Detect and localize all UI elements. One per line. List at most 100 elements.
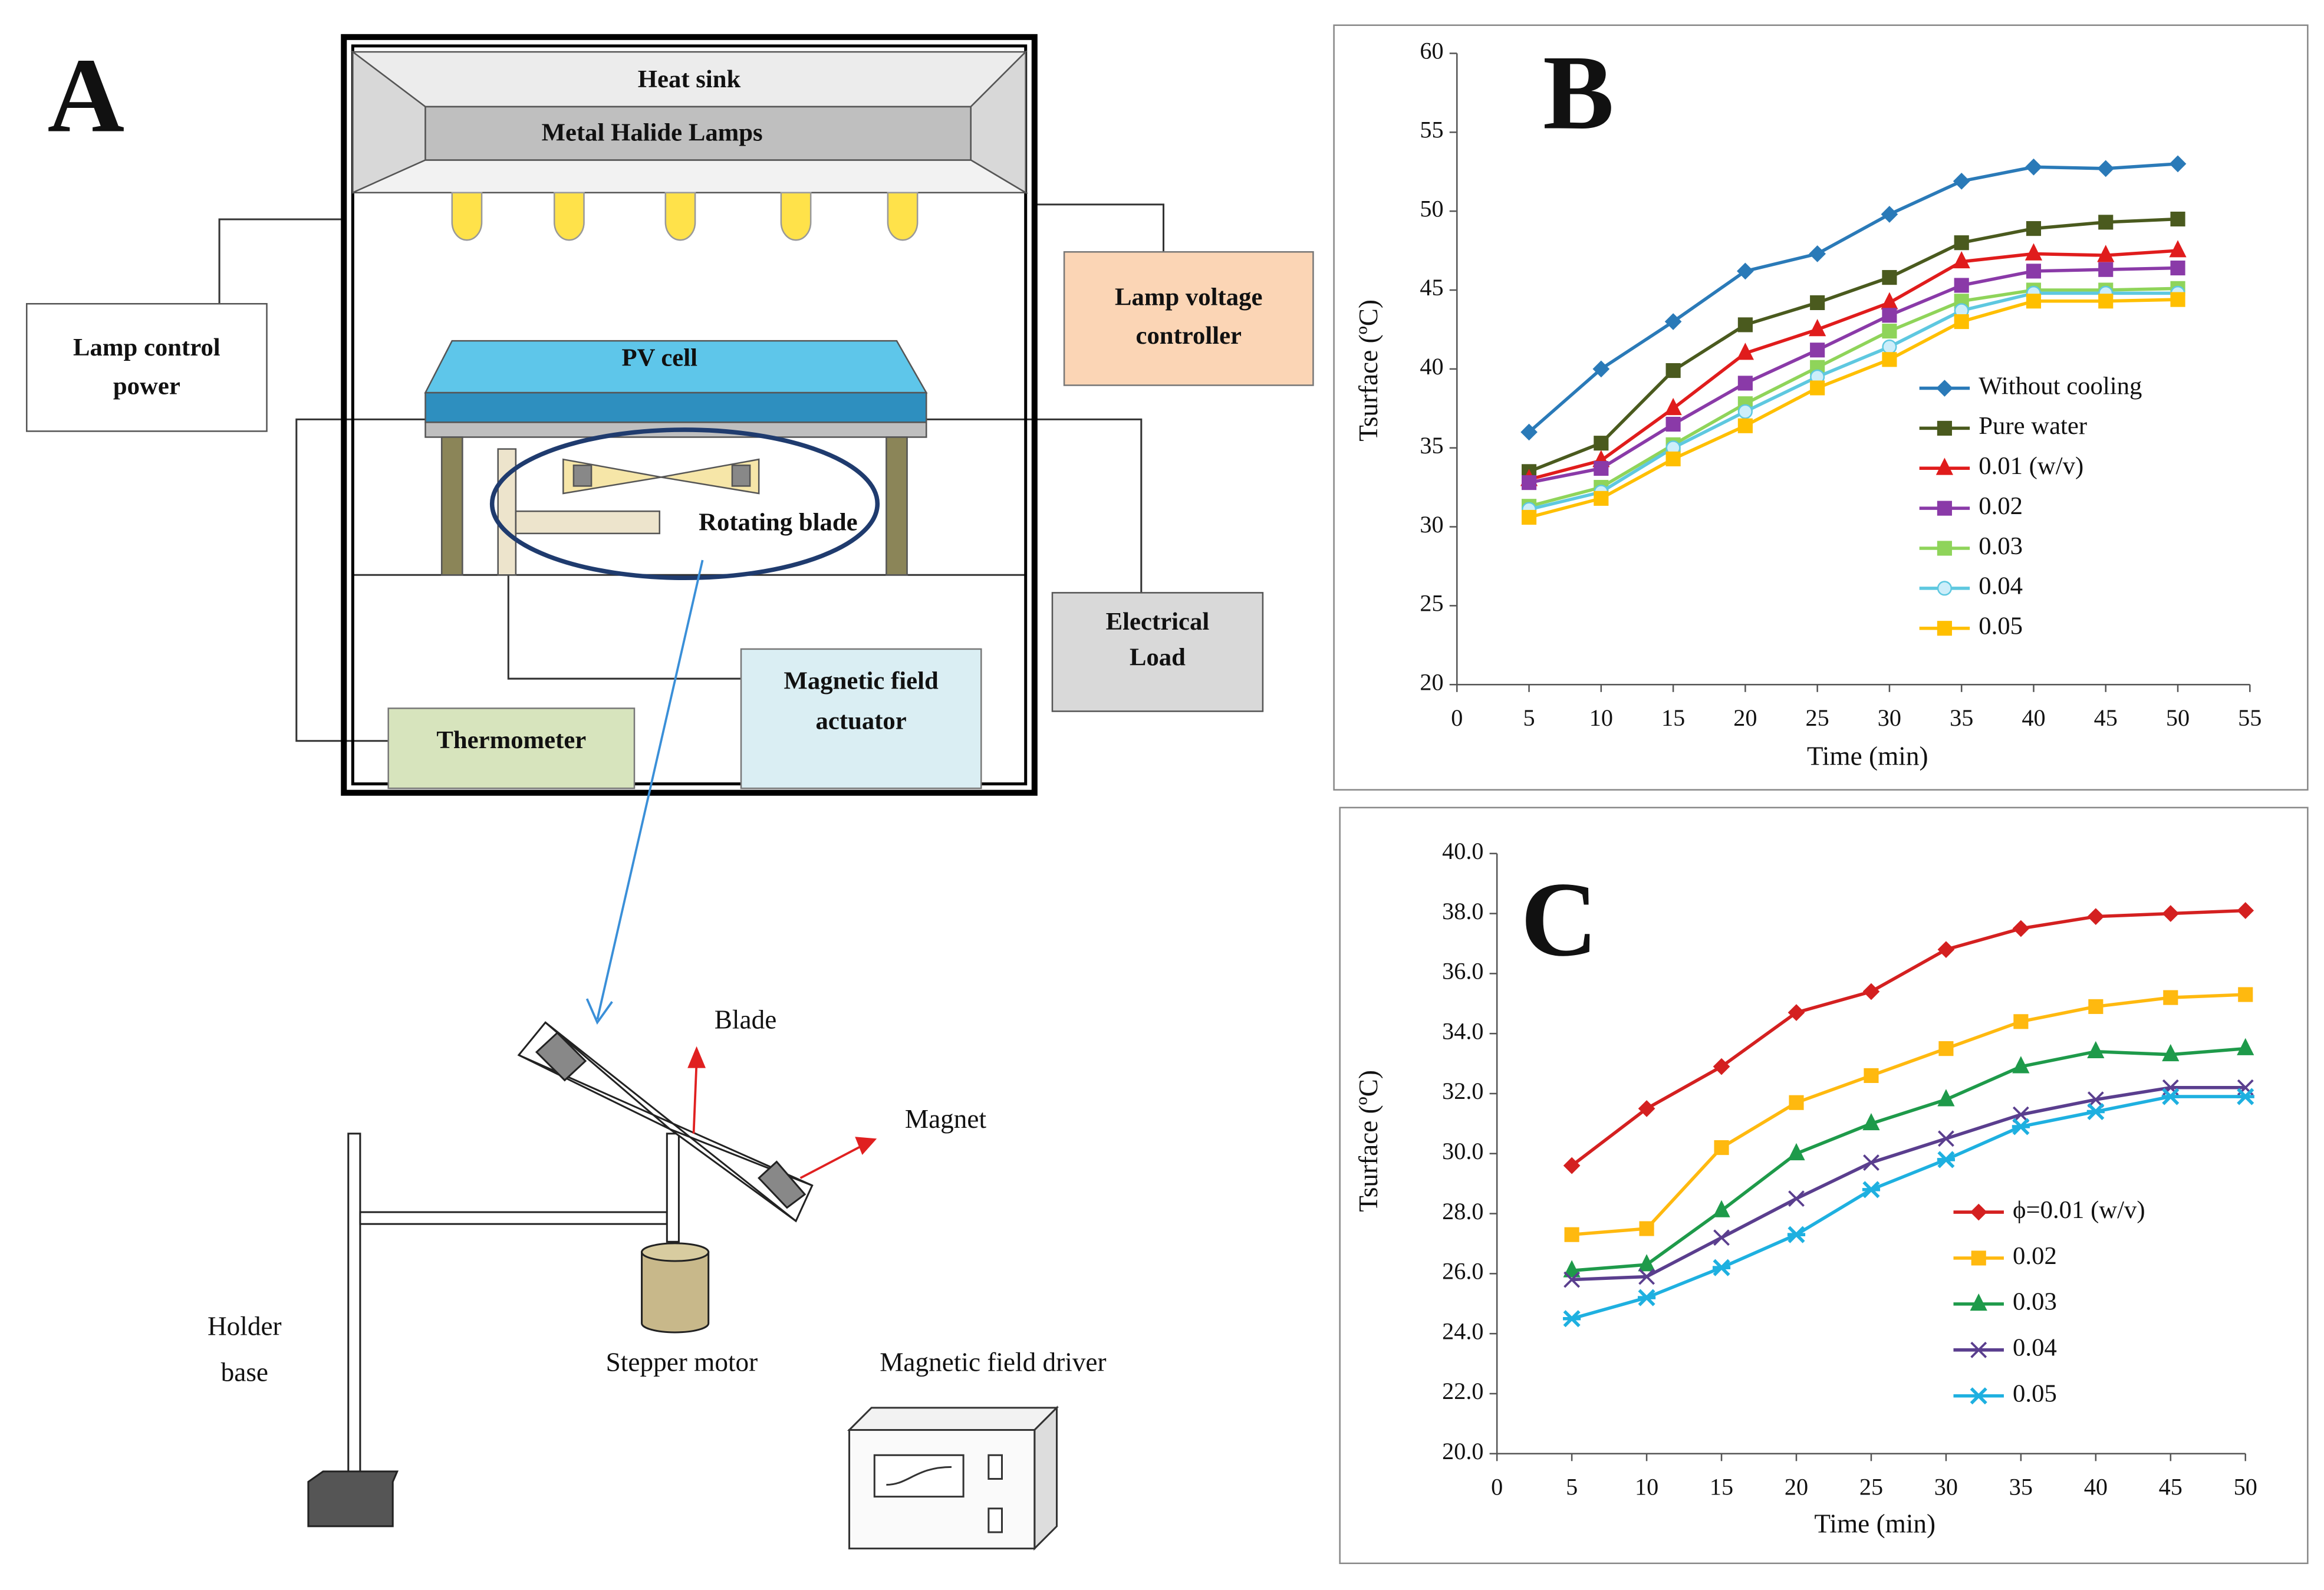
- box: [1063, 251, 1314, 386]
- legend-marker: [1936, 380, 1953, 397]
- series-line: [1528, 291, 2178, 511]
- marker: [1954, 278, 1969, 293]
- marker: [1665, 416, 1681, 432]
- box-label: Magnetic field actuator: [784, 667, 939, 735]
- marker: [1737, 262, 1754, 280]
- marker: [2163, 990, 2178, 1005]
- y-tick-label: 20.0: [1442, 1438, 1483, 1464]
- series-line: [1572, 1086, 2246, 1282]
- marker: [1937, 1089, 1955, 1107]
- marker: [1664, 313, 1682, 330]
- marker: [1592, 360, 1610, 378]
- y-axis-label: Tsurface (ºC): [1354, 299, 1383, 442]
- x-tick-label: 50: [2166, 705, 2190, 731]
- legend-label: 0.02: [2013, 1242, 2057, 1270]
- box: [387, 707, 636, 789]
- blade-assembly: [307, 1021, 814, 1528]
- marker: [1639, 1221, 1654, 1236]
- marker: [1563, 1157, 1581, 1174]
- marker: [2098, 215, 2114, 230]
- marker: [2012, 920, 2030, 937]
- marker: [2162, 905, 2180, 922]
- marker: [1938, 1130, 1954, 1147]
- marker: [1594, 436, 1609, 451]
- legend-label: 0.01 (w/v): [1979, 452, 2083, 480]
- x-tick-label: 50: [2234, 1473, 2257, 1500]
- x-tick-label: 35: [2009, 1473, 2033, 1500]
- marker: [1520, 423, 1538, 441]
- marker: [1954, 314, 1969, 330]
- x-tick-label: 5: [1523, 705, 1535, 731]
- marker: [1862, 983, 1880, 1000]
- x-tick-label: 30: [1878, 705, 1901, 731]
- marker: [2097, 245, 2115, 262]
- marker: [2162, 1043, 2180, 1062]
- marker: [1862, 1112, 1880, 1131]
- legend-marker: [1970, 1293, 1987, 1311]
- legend-marker: [1937, 621, 1952, 636]
- y-tick-label: 45: [1420, 274, 1443, 301]
- marker: [1563, 1260, 1581, 1278]
- marker: [1737, 404, 1753, 419]
- legend-label: 0.04: [1979, 572, 2023, 600]
- marker: [1737, 418, 1753, 433]
- y-tick-label: 25: [1420, 590, 1443, 617]
- marker: [2086, 1102, 2105, 1121]
- y-tick-label: 20: [1420, 669, 1443, 695]
- driver-label: Magnetic field driver: [880, 1347, 1106, 1377]
- marker: [1563, 1310, 1581, 1328]
- arrow: [585, 559, 704, 1025]
- motor-label: Stepper motor: [606, 1347, 758, 1377]
- lamps-label: Metal Halide Lamps: [542, 119, 763, 147]
- marker: [1863, 1154, 1879, 1171]
- lamps: [451, 192, 919, 241]
- x-tick-label: 20: [1785, 1473, 1808, 1500]
- legend-label: ϕ=0.01 (w/v): [2013, 1196, 2145, 1224]
- marker: [1953, 172, 1970, 190]
- marker: [2025, 158, 2042, 176]
- x-tick-label: 15: [1661, 705, 1685, 731]
- panel-a: A Heat sink Metal Halide Lamps Lamp cont…: [25, 34, 1314, 1551]
- y-tick-label: 24.0: [1442, 1318, 1483, 1344]
- heat-sink-label: Heat sink: [638, 65, 741, 93]
- marker: [2170, 211, 2185, 227]
- marker: [2161, 1088, 2180, 1105]
- x-axis-label: Time (min): [1814, 1509, 1935, 1538]
- marker: [1664, 397, 1682, 416]
- legend-marker: [1970, 1203, 1987, 1221]
- legend-marker: [1970, 1387, 1988, 1405]
- series-line: [1571, 908, 2246, 1167]
- vector-label: Magnet: [905, 1104, 987, 1134]
- legend-label: Pure water: [1979, 412, 2087, 440]
- marker: [2169, 240, 2187, 258]
- pv-label: PV cell: [621, 344, 697, 372]
- x-tick-label: 25: [1859, 1473, 1883, 1500]
- x-tick-label: 15: [1710, 1473, 1733, 1500]
- marker: [1954, 235, 1969, 251]
- marker: [1882, 308, 1897, 323]
- driver: [847, 1405, 1059, 1551]
- series-line: [1528, 217, 2178, 473]
- x-tick-label: 25: [1806, 705, 1829, 731]
- chamber-outer: [341, 34, 1038, 796]
- panel-label: A: [47, 37, 124, 155]
- marker: [1862, 1181, 1881, 1199]
- x-tick-label: 45: [2094, 705, 2118, 731]
- marker: [2012, 1056, 2030, 1074]
- marker: [2238, 987, 2253, 1002]
- y-tick-label: 36.0: [1442, 958, 1483, 985]
- series-line: [1528, 162, 2178, 434]
- marker: [1638, 1268, 1655, 1285]
- box-label: Thermometer: [436, 726, 586, 754]
- legend-label: 0.05: [1979, 613, 2023, 640]
- marker: [1882, 339, 1897, 354]
- x-tick-label: 20: [1733, 705, 1757, 731]
- marker: [1713, 1229, 1730, 1246]
- marker: [1594, 460, 1609, 476]
- marker: [1937, 1151, 1956, 1168]
- marker: [1563, 1271, 1581, 1288]
- y-tick-label: 32.0: [1442, 1078, 1483, 1104]
- marker: [1882, 270, 1897, 285]
- legend-marker: [1935, 457, 1954, 475]
- marker: [1881, 206, 1898, 223]
